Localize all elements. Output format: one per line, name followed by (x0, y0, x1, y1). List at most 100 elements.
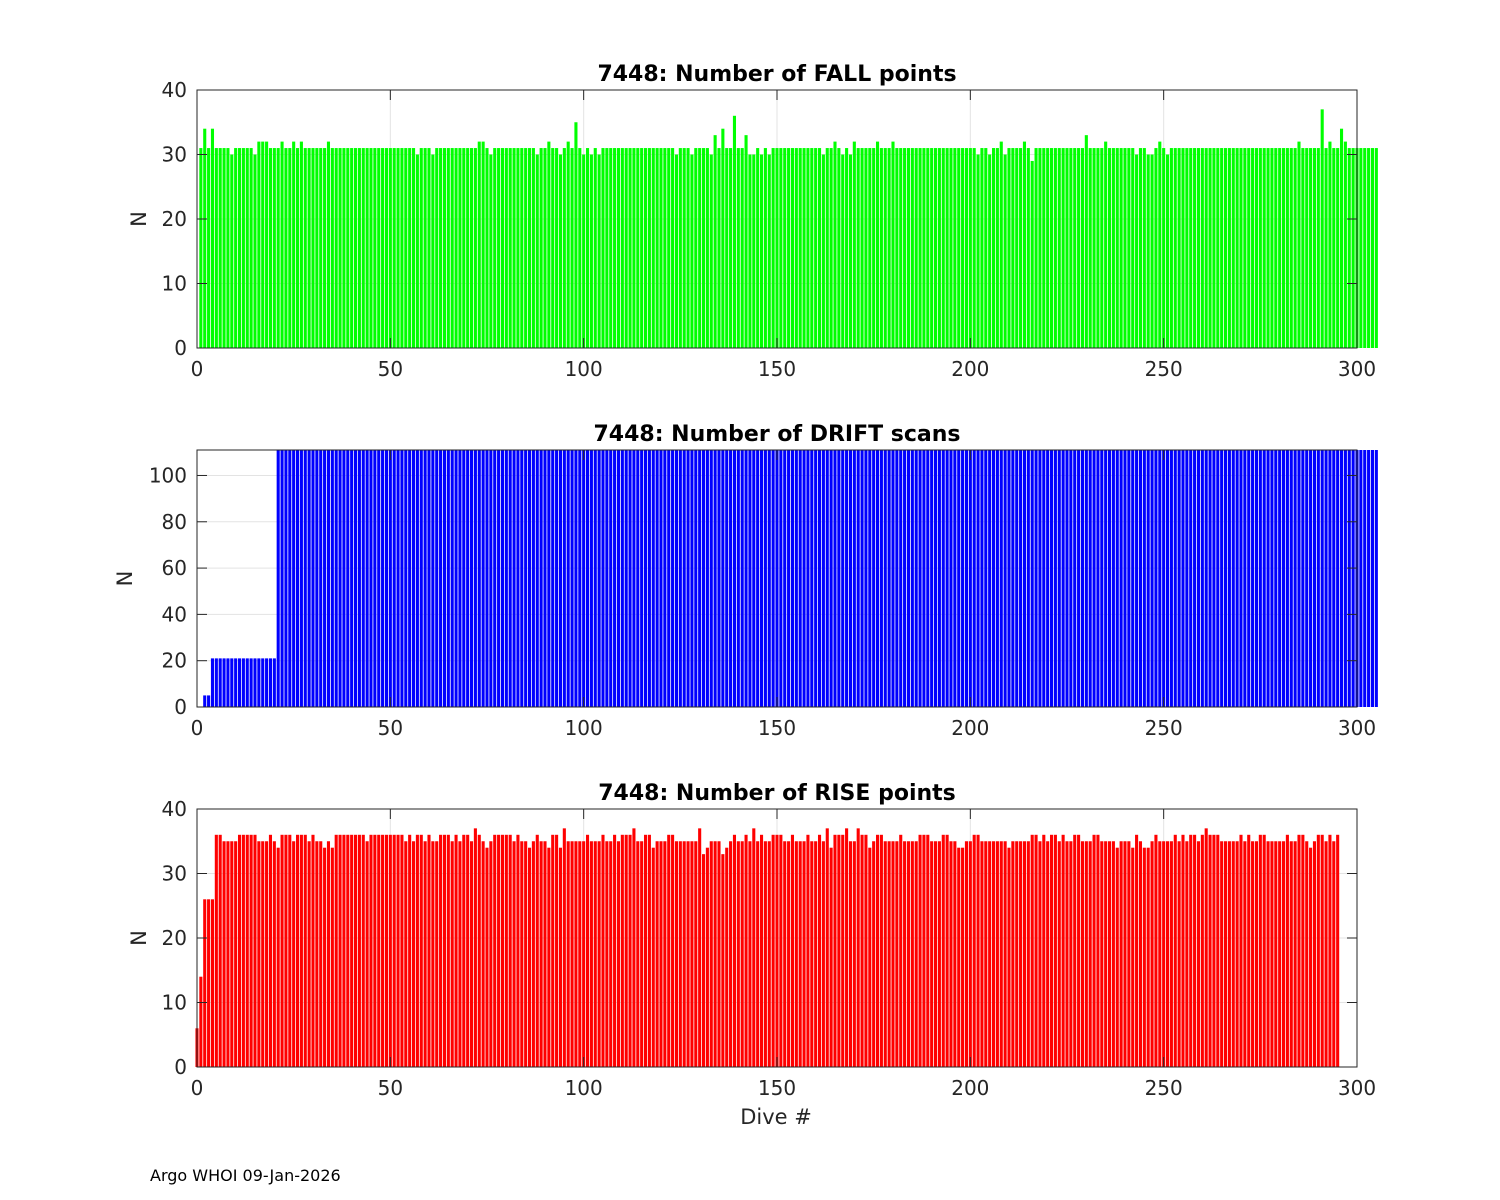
bar-dive-235 (1104, 450, 1108, 707)
bar-dive-132 (705, 847, 709, 1067)
bar-dive-80 (504, 148, 508, 348)
bar-dive-37 (338, 148, 342, 348)
bar-dive-254 (1177, 841, 1181, 1067)
bar-dive-149 (771, 148, 775, 348)
bar-dive-103 (593, 841, 597, 1067)
bar-dive-165 (833, 450, 837, 707)
bar-dive-26 (295, 450, 300, 707)
bar-dive-62 (435, 450, 439, 707)
bar-dive-101 (585, 148, 590, 348)
bar-dive-5 (214, 834, 218, 1067)
bar-dive-91 (547, 450, 551, 707)
bar-dive-185 (910, 841, 914, 1067)
bar-dive-18 (265, 658, 269, 707)
bar-dive-18 (265, 141, 269, 348)
bar-dive-195 (949, 450, 953, 707)
bar-dive-217 (1034, 834, 1038, 1067)
bar-dive-12 (241, 834, 245, 1067)
bar-dive-163 (825, 148, 829, 348)
bar-dive-54 (404, 841, 408, 1067)
bar-dive-174 (868, 847, 872, 1067)
bar-dive-100 (582, 450, 586, 707)
bar-dive-71 (469, 841, 474, 1067)
bar-dive-295 (1336, 148, 1340, 348)
bar-dive-294 (1332, 148, 1336, 348)
bar-dive-40 (350, 148, 354, 348)
bar-dive-161 (817, 834, 822, 1067)
bar-dive-163 (825, 828, 829, 1067)
bar-dive-63 (439, 834, 443, 1067)
bar-dive-188 (922, 450, 926, 707)
bar-dive-145 (756, 450, 760, 707)
bar-dive-207 (995, 841, 999, 1067)
bar-dive-243 (1135, 450, 1139, 707)
bar-dive-103 (593, 148, 597, 348)
bar-dive-261 (1204, 148, 1208, 348)
bar-dive-136 (721, 128, 725, 348)
bar-dive-263 (1212, 834, 1216, 1067)
bar-dive-166 (837, 450, 841, 707)
bar-dive-296 (1339, 128, 1344, 348)
bar-dive-152 (783, 148, 787, 348)
bar-dive-16 (257, 841, 261, 1067)
bar-dive-9 (230, 658, 234, 707)
bar-dive-123 (671, 450, 675, 707)
bar-dive-227 (1073, 834, 1077, 1067)
bar-dive-41 (353, 450, 358, 707)
bar-dive-7 (222, 658, 226, 707)
bar-dive-154 (790, 450, 795, 707)
bar-dive-10 (234, 841, 238, 1067)
bar-dive-201 (972, 834, 976, 1067)
bar-dive-145 (756, 148, 760, 348)
bar-dive-249 (1158, 450, 1162, 707)
bar-dive-13 (245, 148, 249, 348)
bar-dive-25 (292, 450, 296, 707)
bar-dive-251 (1165, 154, 1170, 348)
bar-dive-8 (226, 658, 230, 707)
bar-dive-72 (473, 828, 477, 1067)
bar-dive-99 (578, 841, 582, 1067)
bar-dive-95 (562, 450, 566, 707)
bar-dive-65 (446, 450, 450, 707)
bar-dive-68 (458, 841, 462, 1067)
bar-dive-81 (508, 450, 512, 707)
bar-dive-56 (411, 841, 416, 1067)
bar-dive-142 (744, 450, 748, 707)
bar-dive-26 (295, 148, 300, 348)
bar-dive-198 (961, 148, 965, 348)
bar-dive-298 (1347, 148, 1351, 348)
bar-dive-216 (1030, 160, 1034, 348)
bar-dive-81 (508, 148, 512, 348)
bar-dive-110 (620, 834, 624, 1067)
bar-dive-236 (1107, 148, 1112, 348)
bar-dive-92 (551, 450, 555, 707)
bar-dive-159 (810, 841, 814, 1067)
bar-dive-281 (1281, 841, 1286, 1067)
bar-dive-266 (1223, 148, 1228, 348)
bar-dive-179 (887, 450, 891, 707)
bar-dive-220 (1046, 450, 1050, 707)
y-tick-label: 40 (162, 797, 187, 821)
bar-dive-49 (384, 148, 389, 348)
bar-dive-38 (342, 834, 346, 1067)
bar-dive-135 (717, 841, 721, 1067)
y-tick-label: 30 (162, 862, 187, 886)
x-axis-label: Dive # (740, 1105, 812, 1129)
bar-dive-246 (1146, 450, 1150, 707)
bar-dive-285 (1297, 834, 1301, 1067)
bar-dive-170 (852, 141, 856, 348)
bar-dive-231 (1088, 148, 1092, 348)
bar-dive-16 (257, 141, 261, 348)
bar-dive-39 (346, 148, 350, 348)
bar-dive-19 (268, 658, 273, 707)
bar-dive-176 (875, 450, 880, 707)
bar-dive-295 (1336, 834, 1340, 1067)
x-tick-label: 300 (1338, 1076, 1376, 1100)
bar-dive-15 (253, 154, 257, 348)
bar-dive-43 (361, 450, 365, 707)
bar-dive-292 (1324, 148, 1328, 348)
bar-dive-231 (1088, 841, 1092, 1067)
bar-dive-121 (663, 841, 667, 1067)
bar-dive-85 (524, 450, 528, 707)
bar-dive-203 (980, 148, 984, 348)
